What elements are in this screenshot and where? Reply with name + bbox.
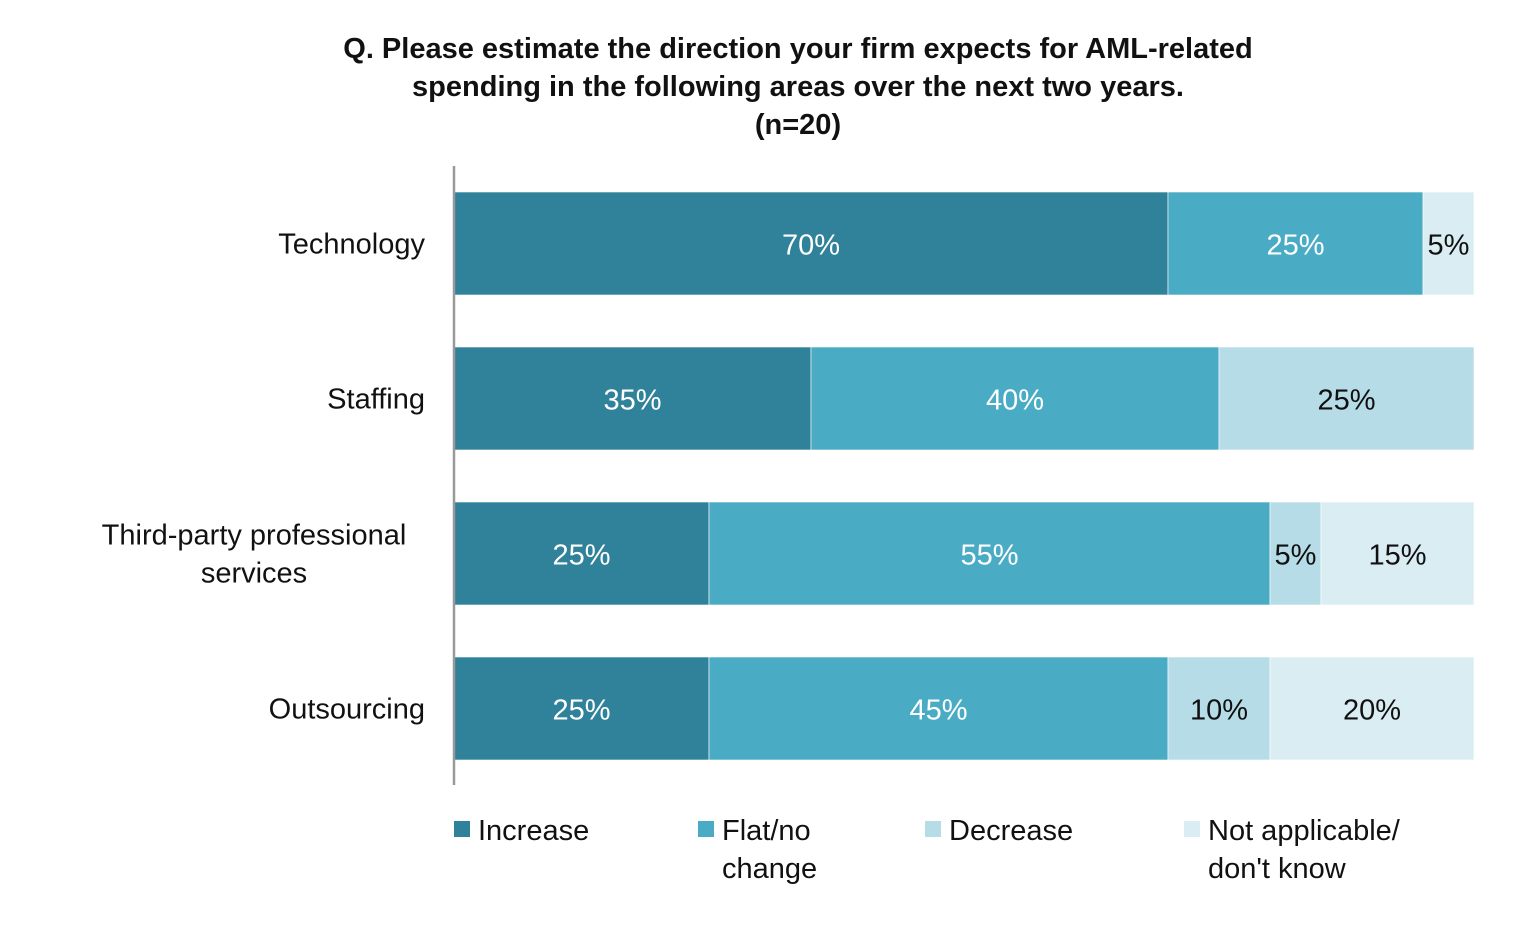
data-label: 15% bbox=[1368, 540, 1426, 572]
data-label: 20% bbox=[1343, 695, 1401, 727]
bar-segment bbox=[1320, 501, 1475, 606]
bar-segment bbox=[1218, 346, 1475, 451]
category-label: Outsourcing bbox=[269, 694, 425, 726]
legend-label: Flat/no bbox=[722, 815, 811, 847]
data-label: 25% bbox=[552, 695, 610, 727]
legend-swatch bbox=[1184, 821, 1200, 837]
bar-segment bbox=[453, 501, 710, 606]
data-label: 70% bbox=[782, 230, 840, 262]
legend-label: Not applicable/ bbox=[1208, 815, 1401, 847]
data-label: 10% bbox=[1190, 695, 1248, 727]
bar-segment bbox=[453, 656, 710, 761]
legend-label: don't know bbox=[1208, 853, 1347, 885]
category-label: services bbox=[201, 558, 307, 590]
bar-segment bbox=[1167, 191, 1424, 296]
bar-segment bbox=[810, 346, 1220, 451]
bar-segment bbox=[708, 501, 1271, 606]
data-label: 45% bbox=[909, 695, 967, 727]
bar-segment bbox=[1167, 656, 1271, 761]
data-label: 5% bbox=[1275, 540, 1317, 572]
bar-segment bbox=[1269, 656, 1475, 761]
legend-label: Increase bbox=[478, 815, 589, 847]
category-label: Staffing bbox=[327, 384, 425, 416]
legend-swatch bbox=[698, 821, 714, 837]
chart-title-line-1: Q. Please estimate the direction your fi… bbox=[343, 33, 1253, 65]
data-label: 35% bbox=[603, 385, 661, 417]
legend-swatch bbox=[925, 821, 941, 837]
legend-label: Decrease bbox=[949, 815, 1073, 847]
data-label: 25% bbox=[1266, 230, 1324, 262]
data-label: 40% bbox=[986, 385, 1044, 417]
chart-subtitle: (n=20) bbox=[754, 109, 842, 141]
bar-segment bbox=[1422, 191, 1475, 296]
legend-swatch bbox=[454, 821, 470, 837]
chart-title: Q. Please estimate the direction your fi… bbox=[0, 30, 1520, 144]
data-label: 25% bbox=[552, 540, 610, 572]
data-label: 55% bbox=[960, 540, 1018, 572]
bar-segment bbox=[1269, 501, 1322, 606]
bar-segment bbox=[453, 346, 812, 451]
category-label: Third-party professional bbox=[102, 520, 407, 552]
category-label: Technology bbox=[278, 229, 425, 261]
data-label: 25% bbox=[1317, 385, 1375, 417]
legend-label: change bbox=[722, 853, 817, 885]
data-label: 5% bbox=[1428, 230, 1470, 262]
chart-title-line-2: spending in the following areas over the… bbox=[412, 71, 1184, 103]
